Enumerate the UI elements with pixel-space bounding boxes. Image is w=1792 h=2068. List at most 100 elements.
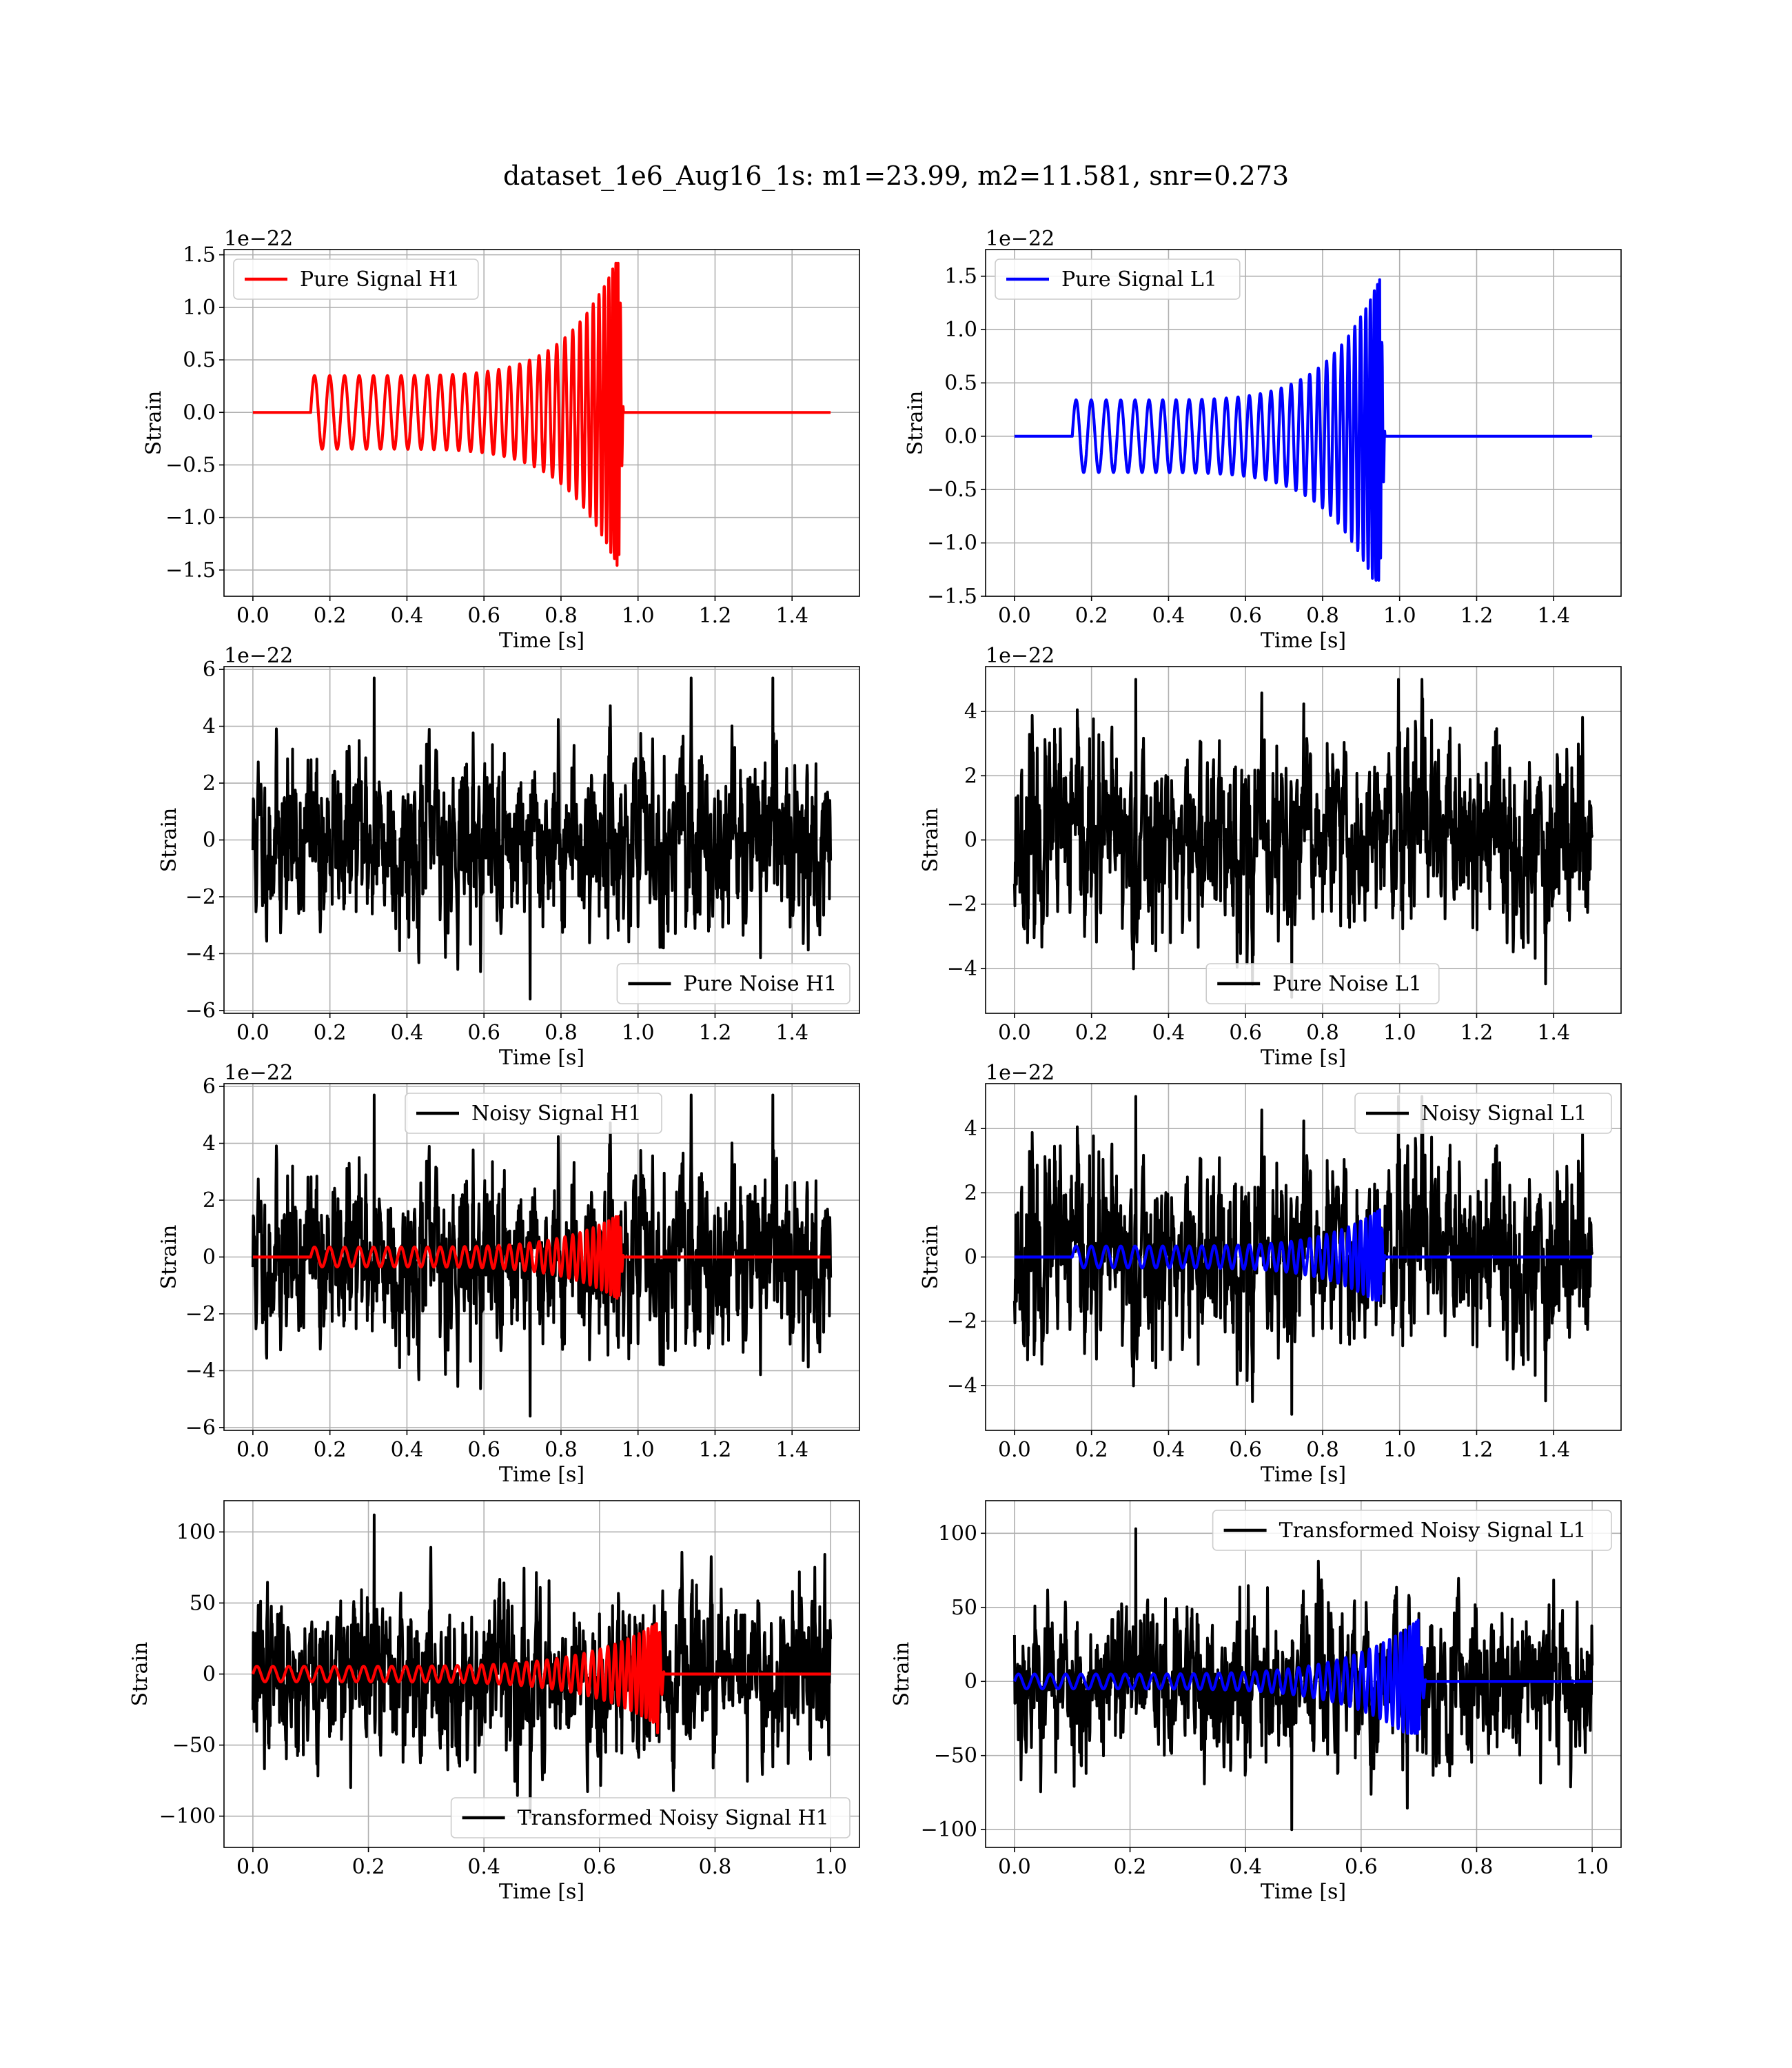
x-tick-label: 0.0 [998, 1855, 1031, 1879]
y-tick-label: 0.5 [183, 348, 216, 372]
y-tick-label: 0 [964, 1246, 977, 1270]
legend-box [1354, 1093, 1612, 1134]
y-tick-label: 0.5 [944, 371, 977, 395]
y-axis-label: Strain [919, 1225, 943, 1290]
x-tick-label: 0.2 [314, 1021, 347, 1045]
y-tick-label: −6 [185, 999, 216, 1023]
y-tick-label: 4 [964, 700, 977, 724]
y-tick-label: 4 [203, 715, 216, 739]
x-tick-label: 0.0 [236, 1438, 269, 1462]
series-line-noise [251, 1093, 833, 1418]
x-tick-label: 0.4 [1152, 1021, 1185, 1045]
plot-frame [985, 1500, 1622, 1848]
y-tick-label: 50 [190, 1591, 216, 1615]
legend-box [450, 1797, 851, 1838]
y-axis-label: Strain [890, 1642, 914, 1707]
series-group [252, 261, 832, 567]
y-tick-label: 0 [203, 829, 216, 853]
x-tick-label: 0.4 [1152, 1438, 1185, 1462]
x-tick-label: 1.4 [775, 604, 808, 628]
y-tick-label: 50 [951, 1596, 977, 1620]
y-offset-label: 1e−22 [224, 227, 293, 251]
x-tick-label: 0.2 [1075, 604, 1108, 628]
y-tick-label: 0 [964, 1670, 977, 1694]
y-tick-label: 6 [203, 1075, 216, 1099]
legend: Pure Noise H1 [616, 963, 851, 1004]
y-tick-label: 2 [203, 1188, 216, 1213]
y-tick-label: 6 [203, 658, 216, 682]
series-group [251, 1513, 833, 1819]
series-group [251, 1093, 833, 1418]
x-tick-label: 1.0 [1383, 1021, 1416, 1045]
legend-box [233, 258, 479, 300]
x-tick-label: 0.8 [544, 1438, 578, 1462]
y-tick-label: −4 [185, 1359, 216, 1383]
series-line-signal [252, 261, 832, 567]
series-line-noise [1012, 1095, 1594, 1416]
x-tick-label: 0.0 [236, 1855, 269, 1879]
y-tick-label: 100 [938, 1521, 977, 1545]
subplot-grid: 0.0 0.2 0.4 0.6 0.8 1.0 1.2 1.4−1.5−1.0−0.50.00… [128, 227, 1622, 1904]
x-tick-label: 0.6 [467, 1438, 500, 1462]
y-offset-label: 1e−22 [986, 644, 1055, 668]
series-line-signal [1013, 1208, 1594, 1302]
x-tick-label: 1.2 [1460, 1438, 1494, 1462]
legend: Pure Signal H1 [233, 258, 479, 300]
legend-box [995, 258, 1241, 300]
legend-label: Noisy Signal L1 [1421, 1102, 1587, 1126]
y-offset-label: 1e−22 [986, 1061, 1055, 1085]
subplot-noisy-signal-h1: 0.0 0.2 0.4 0.6 0.8 1.0 1.2 1.4 −6 −4 −2 0 2 4 6 Time [… [157, 1061, 860, 1487]
subplot-noisy-signal-l1: 0.0 0.2 0.4 0.6 0.8 1.0 1.2 1.4 −4 −2 0 2 4 Time [s] S… [919, 1061, 1622, 1487]
y-tick-label: −2 [947, 1310, 977, 1334]
x-tick-label: 1.2 [699, 1021, 732, 1045]
x-tick-label: 1.2 [699, 604, 732, 628]
y-axis-label: Strain [142, 391, 166, 456]
y-tick-label: −50 [934, 1744, 977, 1768]
y-tick-label: 2 [203, 771, 216, 795]
x-tick-label: 0.8 [1460, 1855, 1494, 1879]
y-tick-label: −4 [947, 1374, 977, 1398]
y-offset-label: 1e−22 [224, 1061, 293, 1085]
series-line-noise [251, 1513, 833, 1819]
subplot-pure-signal-h1: 0.0 0.2 0.4 0.6 0.8 1.0 1.2 1.4 −1.5 −1.0 −0.5 0.0 0… [142, 227, 860, 653]
x-tick-label: 0.8 [544, 604, 578, 628]
y-offset-label: 1e−22 [224, 644, 293, 668]
legend: Noisy Signal H1 [405, 1093, 662, 1134]
x-tick-label: 1.0 [622, 1021, 655, 1045]
series-group [251, 676, 833, 1001]
x-tick-label: 1.2 [1460, 604, 1494, 628]
legend-label: Pure Signal L1 [1061, 267, 1217, 292]
plot-frame [223, 249, 860, 597]
x-tick-label: 0.4 [391, 1438, 424, 1462]
y-tick-label: 0 [964, 829, 977, 853]
y-tick-label: −100 [921, 1818, 977, 1842]
y-tick-label: −6 [185, 1416, 216, 1440]
y-tick-label: 0 [203, 1663, 216, 1687]
y-tick-label: 4 [203, 1132, 216, 1156]
legend-label: Transformed Noisy Signal H1 [518, 1806, 829, 1830]
y-tick-label: 2 [964, 764, 977, 788]
y-axis-label: Strain [919, 808, 943, 873]
x-tick-label: 1.4 [1537, 604, 1570, 628]
series-line-signal [251, 1622, 832, 1734]
y-tick-label: 1.5 [944, 265, 977, 289]
x-axis-label: Time [s] [1261, 1880, 1346, 1904]
y-axis-label: Strain [904, 391, 928, 456]
x-tick-label: 0.2 [1114, 1855, 1147, 1879]
x-tick-label: 0.8 [1306, 604, 1339, 628]
legend: Pure Signal L1 [995, 258, 1241, 300]
x-tick-label: 0.2 [1075, 1021, 1108, 1045]
y-tick-label: −1.0 [927, 531, 977, 556]
x-tick-label: 0.0 [998, 1021, 1031, 1045]
x-tick-label: 0.8 [1306, 1021, 1339, 1045]
figure-title: dataset_1e6_Aug16_1s: m1=23.99, m2=11.58… [503, 161, 1289, 192]
x-tick-label: 1.0 [622, 1438, 655, 1462]
series-line-signal [252, 1215, 832, 1300]
series-line-signal [1012, 1619, 1594, 1735]
legend-label: Transformed Noisy Signal L1 [1279, 1519, 1587, 1543]
legend-label: Pure Noise L1 [1272, 972, 1422, 996]
x-tick-label: 1.4 [1537, 1438, 1570, 1462]
subplot-pure-noise-l1: 0.0 0.2 0.4 0.6 0.8 1.0 1.2 1.4 −4 −2 0 2 4 Time [s] S… [919, 644, 1622, 1070]
y-tick-label: −0.5 [165, 453, 216, 477]
